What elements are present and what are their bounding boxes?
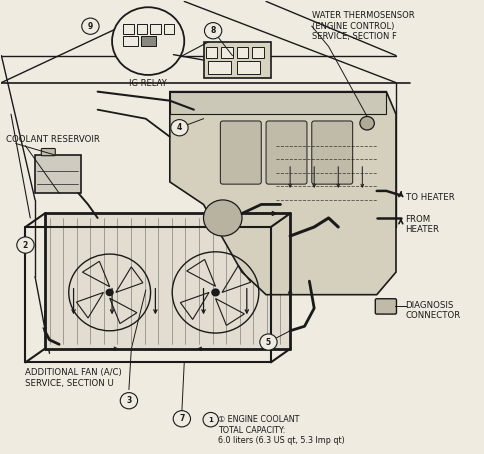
Polygon shape xyxy=(45,213,290,349)
Circle shape xyxy=(120,393,137,409)
FancyBboxPatch shape xyxy=(252,46,264,58)
Circle shape xyxy=(203,412,218,427)
FancyBboxPatch shape xyxy=(35,155,81,193)
FancyBboxPatch shape xyxy=(150,25,161,35)
Circle shape xyxy=(260,334,277,350)
Polygon shape xyxy=(170,92,386,114)
Circle shape xyxy=(17,237,34,253)
Circle shape xyxy=(82,18,99,35)
Text: 5: 5 xyxy=(266,338,271,346)
FancyBboxPatch shape xyxy=(206,46,217,58)
FancyBboxPatch shape xyxy=(141,36,156,45)
FancyBboxPatch shape xyxy=(221,46,233,58)
Circle shape xyxy=(211,288,220,296)
Text: 9: 9 xyxy=(88,22,93,31)
FancyBboxPatch shape xyxy=(237,46,248,58)
Circle shape xyxy=(173,411,191,427)
FancyBboxPatch shape xyxy=(312,121,353,184)
Text: 8: 8 xyxy=(211,26,216,35)
FancyBboxPatch shape xyxy=(266,121,307,184)
Text: COOLANT RESERVOIR: COOLANT RESERVOIR xyxy=(6,134,100,143)
FancyBboxPatch shape xyxy=(237,61,260,74)
Text: IG RELAY: IG RELAY xyxy=(129,79,167,88)
Circle shape xyxy=(204,23,222,39)
Circle shape xyxy=(203,200,242,236)
Text: 3: 3 xyxy=(126,396,132,405)
Text: 1: 1 xyxy=(208,417,213,423)
FancyBboxPatch shape xyxy=(141,36,156,45)
Text: ① ENGINE COOLANT
TOTAL CAPACITY:
6.0 liters (6.3 US qt, 5.3 Imp qt): ① ENGINE COOLANT TOTAL CAPACITY: 6.0 lit… xyxy=(218,415,345,445)
FancyBboxPatch shape xyxy=(41,148,55,156)
Circle shape xyxy=(171,119,188,136)
Text: ADDITIONAL FAN (A/C)
SERVICE, SECTION U: ADDITIONAL FAN (A/C) SERVICE, SECTION U xyxy=(26,369,122,388)
FancyBboxPatch shape xyxy=(375,299,396,314)
Polygon shape xyxy=(170,92,396,295)
Text: DIAGNOSIS
CONNECTOR: DIAGNOSIS CONNECTOR xyxy=(406,301,461,320)
Circle shape xyxy=(106,289,114,296)
Text: WATER THERMOSENSOR
(ENGINE CONTROL)
SERVICE, SECTION F: WATER THERMOSENSOR (ENGINE CONTROL) SERV… xyxy=(312,11,414,41)
FancyBboxPatch shape xyxy=(208,61,231,74)
Text: TO HEATER: TO HEATER xyxy=(406,193,454,202)
Text: 4: 4 xyxy=(177,123,182,132)
Circle shape xyxy=(112,7,184,75)
Text: FROM
HEATER: FROM HEATER xyxy=(406,215,439,234)
FancyBboxPatch shape xyxy=(220,121,261,184)
Text: 2: 2 xyxy=(23,241,28,250)
Text: 7: 7 xyxy=(179,414,184,423)
FancyBboxPatch shape xyxy=(203,42,271,78)
FancyBboxPatch shape xyxy=(123,36,137,45)
FancyBboxPatch shape xyxy=(164,25,174,35)
Circle shape xyxy=(360,116,374,130)
FancyBboxPatch shape xyxy=(136,25,147,35)
FancyBboxPatch shape xyxy=(123,25,134,35)
